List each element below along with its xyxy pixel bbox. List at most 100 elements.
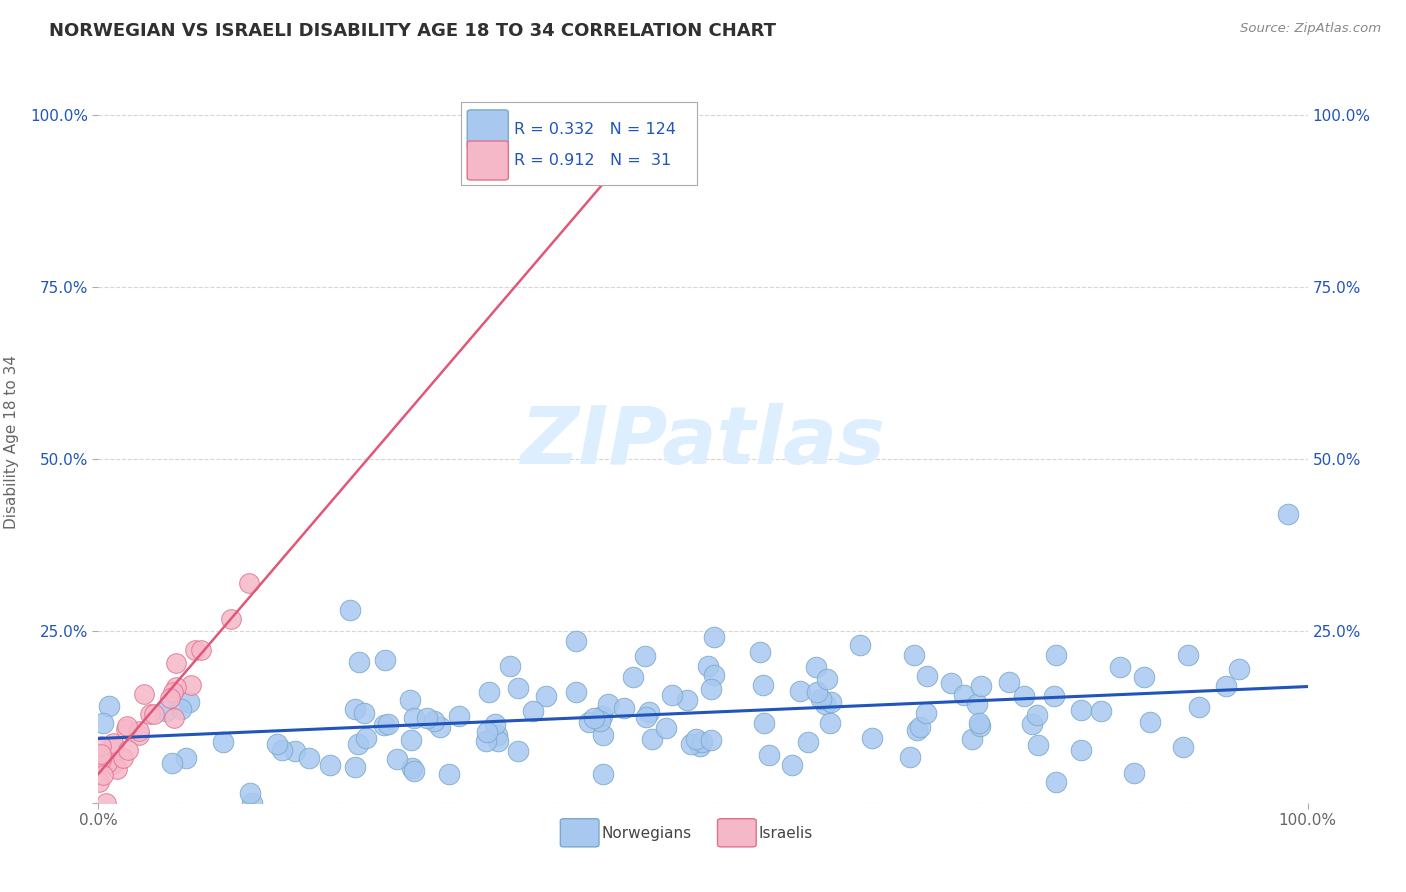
Point [423,714,446,728]
Point [578,715,600,730]
Point [810,692,832,706]
Point [582,711,605,725]
Point [689,739,711,754]
Point [797,735,820,749]
Point [613,700,636,714]
Text: ZIPatlas: ZIPatlas [520,402,886,481]
Point [98,698,121,713]
Point [162,684,184,698]
Point [1139,715,1161,730]
Point [163,711,186,725]
Point [638,705,661,719]
Point [115,722,138,736]
Point [319,758,342,772]
Point [696,659,718,673]
Point [402,764,425,779]
Point [780,757,803,772]
Point [270,742,292,756]
Point [184,643,207,657]
Point [115,719,138,733]
Point [101,736,124,750]
Point [105,762,128,776]
Point [101,757,124,772]
Point [374,652,396,666]
Point [655,722,678,736]
Point [402,711,425,725]
Point [565,685,588,699]
Point [339,603,361,617]
Point [752,678,775,692]
Point [1122,765,1144,780]
Point [159,691,181,706]
Point [266,737,288,751]
Point [437,767,460,781]
Point [789,684,811,698]
Point [90,739,112,753]
Point [589,714,612,728]
Point [177,695,200,709]
FancyBboxPatch shape [561,819,599,847]
Point [849,638,872,652]
Point [429,720,451,734]
Point [180,678,202,692]
FancyBboxPatch shape [717,819,756,847]
Point [941,676,963,690]
Point [1021,717,1043,731]
Point [634,648,657,663]
Point [915,669,938,683]
Point [1171,740,1194,755]
FancyBboxPatch shape [461,102,697,185]
Point [591,709,613,723]
Point [91,768,114,782]
Point [132,687,155,701]
Point [103,739,125,753]
Point [565,634,588,648]
Point [343,760,366,774]
Point [908,720,931,734]
Point [1090,704,1112,718]
Point [219,612,242,626]
Point [806,685,828,699]
Point [90,747,112,762]
Point [401,733,423,747]
Point [475,725,498,739]
Point [190,643,212,657]
Point [641,731,664,746]
Point [820,695,842,709]
Point [354,731,377,745]
Point [128,724,150,739]
Point [447,709,470,723]
Point [960,732,983,747]
Point [676,693,699,707]
Point [174,750,197,764]
Point [969,679,991,693]
Point [1227,662,1250,676]
Text: Israelis: Israelis [759,826,813,840]
Point [752,715,775,730]
Point [814,697,837,711]
Point [685,732,707,747]
Point [117,743,139,757]
Point [700,681,723,696]
Point [914,706,936,720]
Point [89,775,111,789]
Point [703,667,725,681]
Point [905,723,928,737]
Point [522,704,544,718]
Point [139,707,162,722]
Point [94,796,117,810]
Point [1108,659,1130,673]
Point [966,698,988,712]
Point [592,728,614,742]
Y-axis label: Disability Age 18 to 34: Disability Age 18 to 34 [4,354,18,529]
Point [681,737,703,751]
Point [486,728,509,742]
Point [700,733,723,747]
Point [90,752,112,766]
Point [749,645,772,659]
Point [238,575,260,590]
Point [128,728,150,742]
Point [1070,743,1092,757]
Point [484,717,506,731]
Point [1188,699,1211,714]
